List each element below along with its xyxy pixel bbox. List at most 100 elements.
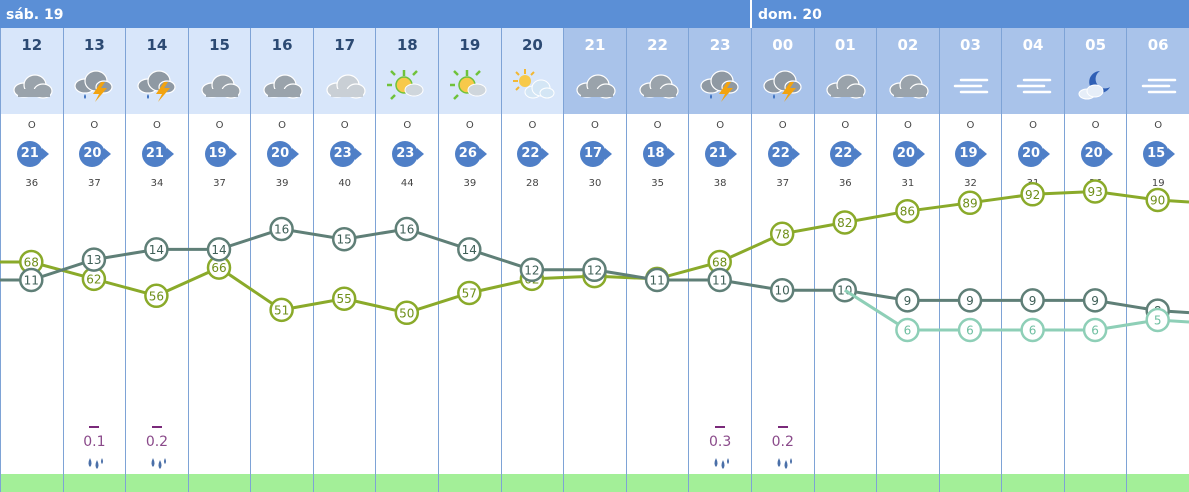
wind-speed: 15 [1143, 141, 1170, 167]
wind-gust: 37 [88, 178, 101, 189]
humidity-value-label: 78 [775, 227, 790, 241]
temperature-point: 11 [644, 267, 670, 293]
day-bar: sáb. 19 dom. 20 [0, 0, 1189, 28]
humidity-value-label: 89 [962, 196, 977, 210]
moon-cloud-icon [1073, 68, 1119, 102]
wind-direction: O [1154, 120, 1163, 131]
dewpoint-marker [1082, 317, 1108, 343]
wind-badge: 22 [830, 141, 864, 167]
hour-header [1002, 28, 1064, 114]
footer-divider [876, 474, 878, 492]
temperature-marker [895, 288, 920, 313]
hour-column: 15 O 19 37 [187, 28, 251, 492]
humidity-value-label: 93 [1087, 185, 1102, 199]
hour-column: 16 O 20 39 [250, 28, 313, 492]
wind-speed: 20 [892, 141, 919, 167]
temperature-marker [644, 267, 670, 293]
humidity-marker [1082, 179, 1108, 204]
temperature-point: 10 [769, 277, 795, 303]
wind-arrow-icon [1043, 148, 1051, 160]
cloud-icon [259, 68, 305, 102]
wind-speed: 23 [392, 141, 419, 167]
footer-divider [438, 474, 440, 492]
wind-speed: 19 [955, 141, 982, 167]
hour-column: 21 O 17 30 [563, 28, 626, 492]
wind-speed: 20 [1018, 141, 1045, 167]
temperature-value-label: 9 [966, 294, 974, 308]
hour-label: 04 [1022, 36, 1044, 54]
wind-arrow-icon [166, 148, 174, 160]
temperature-point: 9 [1020, 288, 1045, 313]
wind-gust: 36 [838, 178, 852, 189]
wind-direction: O [153, 120, 161, 131]
temperature-marker [331, 226, 357, 252]
temperature-point: 13 [81, 247, 107, 272]
fog-icon [947, 68, 993, 102]
humidity-value-label: 51 [274, 303, 289, 317]
dewpoint-point: 6 [1020, 317, 1045, 343]
temperature-value-label: 12 [524, 263, 539, 277]
temperature-value-label: 9 [1091, 294, 1099, 308]
wind-arrow-icon [41, 148, 49, 160]
footer-divider [813, 474, 815, 492]
fog-icon [1010, 68, 1056, 102]
hour-header [251, 28, 313, 114]
wind-badge: 19 [955, 141, 989, 167]
humidity-point: 56 [144, 283, 169, 309]
humidity-point: 89 [957, 190, 983, 216]
temperature-point: 11 [707, 267, 732, 293]
hour-column: 02 O 20 31 [876, 28, 939, 492]
humidity-point: 55 [331, 286, 357, 311]
humidity-point: 62 [81, 266, 107, 292]
footer-divider [1063, 474, 1065, 492]
humidity-value-label: 57 [462, 287, 477, 301]
humidity-marker [1020, 182, 1045, 207]
wind-badge: 26 [454, 141, 489, 167]
dewpoint-point: 6 [1082, 317, 1108, 343]
footer-bar [0, 474, 1189, 492]
humidity-point: 50 [394, 300, 420, 326]
hour-label: 01 [834, 36, 856, 54]
haze-sun-icon [384, 68, 430, 102]
temperature-marker [457, 237, 482, 262]
light-cloud-icon [322, 68, 368, 102]
wind-speed: 22 [517, 141, 544, 167]
humidity-marker [331, 286, 357, 311]
wind-speed: 20 [79, 141, 106, 167]
hour-column: 14 O 21 34 0.2 [125, 28, 188, 492]
wind-speed: 22 [767, 141, 794, 167]
rain-drops-icon [712, 456, 730, 470]
wind-speed: 21 [16, 141, 43, 167]
hour-header [1064, 28, 1127, 114]
dewpoint-point: 5 [1145, 307, 1170, 333]
wind-direction: O [591, 120, 599, 131]
wind-arrow-icon [542, 148, 550, 160]
humidity-point: 78 [769, 221, 795, 247]
hour-header [626, 28, 689, 114]
temperature-marker [206, 237, 232, 262]
wind-arrow-icon [104, 148, 112, 160]
wind-badge: 23 [329, 141, 364, 167]
wind-badge: 20 [1018, 141, 1052, 167]
wind-direction: O [278, 120, 287, 131]
footer-divider [750, 474, 752, 492]
dewpoint-marker [1020, 317, 1045, 343]
hour-column: 17 O 23 40 [312, 28, 376, 492]
temperature-marker [1082, 288, 1108, 313]
wind-arrow-icon [980, 148, 988, 160]
hour-column: 22 O 18 35 [625, 28, 689, 492]
day-label-saturday: sáb. 19 [6, 7, 64, 23]
dewpoint-marker [895, 317, 920, 343]
wind-badge: 18 [642, 141, 677, 167]
wind-direction: O [27, 120, 36, 131]
fog-icon [1135, 68, 1181, 102]
hour-header [439, 28, 501, 114]
rain-amount: 0.2 [771, 434, 794, 450]
temperature-value-label: 14 [211, 243, 226, 257]
temperature-point: 12 [519, 257, 545, 283]
wind-badge: 15 [1143, 141, 1177, 167]
footer-divider [1126, 474, 1128, 492]
hour-header [814, 28, 877, 114]
humidity-value-label: 86 [900, 205, 915, 219]
rain-drops-icon [86, 456, 104, 470]
